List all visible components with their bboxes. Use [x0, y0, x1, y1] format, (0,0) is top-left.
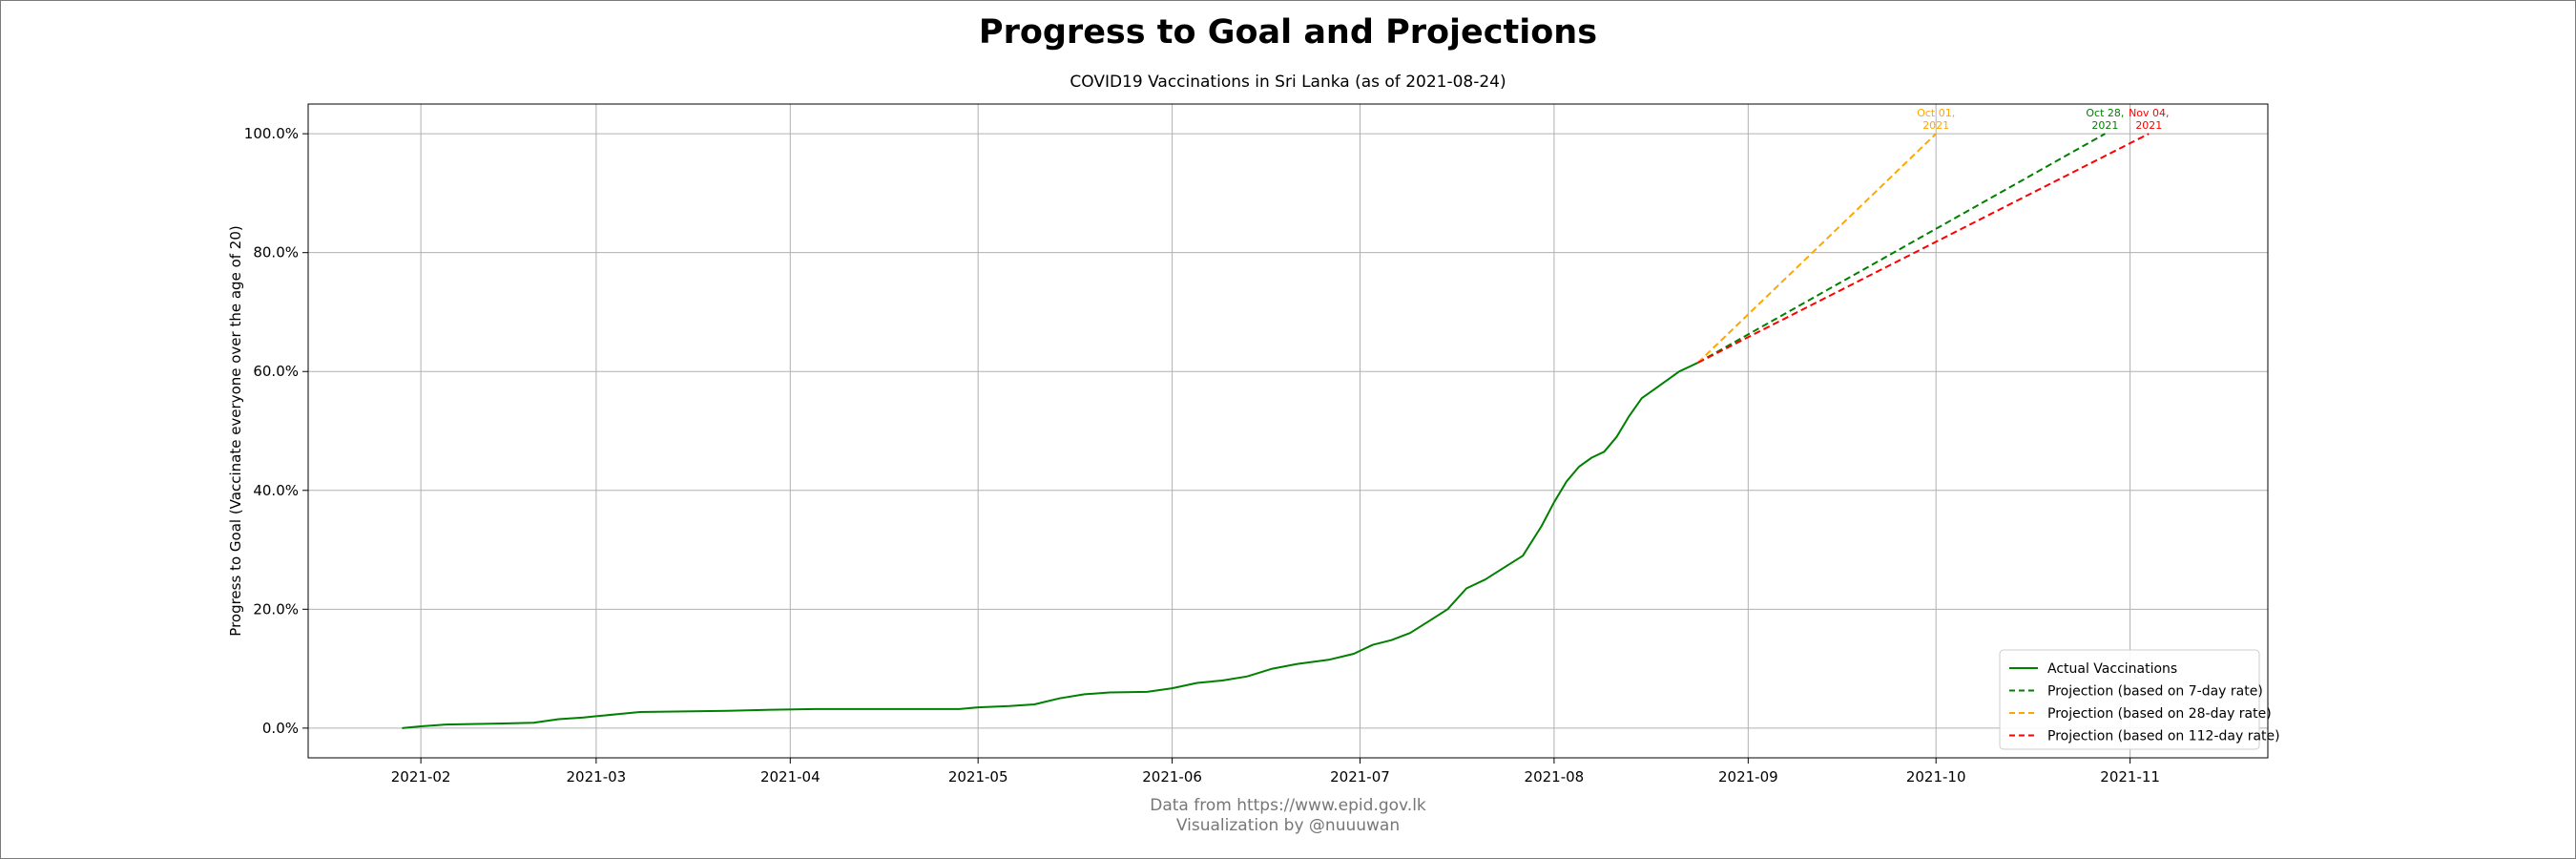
plot-frame [307, 103, 2269, 759]
legend-label: Projection (based on 28-day rate) [2047, 706, 2272, 722]
y-tick-label: 40.0% [253, 482, 299, 499]
projection-112day-line [1697, 133, 2150, 364]
legend: Actual Vaccinations Projection (based on … [1999, 649, 2280, 750]
y-tick-label: 60.0% [253, 363, 299, 380]
projection-annotations: Oct 28, 2021 Oct 01, 2021 Nov 04, 2021 [1917, 107, 2169, 132]
projection-date-annotation: Oct 01, 2021 [1917, 107, 1955, 132]
visualization-credit: Visualization by @nuuuwan [1175, 816, 1401, 835]
legend-box [1999, 649, 2260, 750]
x-tick-label: 2021-09 [1718, 768, 1778, 786]
x-tick-label: 2021-02 [391, 768, 451, 786]
x-tick-label: 2021-06 [1142, 768, 1202, 786]
legend-label: Actual Vaccinations [2047, 661, 2177, 677]
projection-date-annotation: Oct 28, 2021 [2086, 107, 2124, 132]
y-tick-label: 20.0% [253, 600, 299, 618]
legend-label: Projection (based on 7-day rate) [2047, 684, 2263, 700]
x-tick-label: 2021-05 [948, 768, 1008, 786]
series-layer [402, 133, 2150, 729]
y-tick-label: 80.0% [253, 244, 299, 262]
y-axis-label: Progress to Goal (Vaccinate everyone ove… [227, 225, 244, 636]
x-tick-label: 2021-08 [1525, 768, 1585, 786]
chart-title: Progress to Goal and Projections [978, 13, 1598, 52]
x-tick-label: 2021-10 [1906, 768, 1966, 786]
x-tick-label: 2021-03 [567, 768, 627, 786]
projection-date-annotation: Nov 04, 2021 [2129, 107, 2169, 132]
x-tick-label: 2021-11 [2100, 768, 2160, 786]
chart-subtitle: COVID19 Vaccinations in Sri Lanka (as of… [1070, 73, 1506, 92]
x-tick-label: 2021-04 [760, 768, 821, 786]
projection-7day-line [1697, 133, 2106, 364]
legend-label: Projection (based on 112-day rate) [2047, 729, 2280, 744]
grid [308, 104, 2268, 758]
actual-vaccinations-line [402, 361, 1699, 729]
y-tick-label: 0.0% [262, 720, 299, 737]
data-source-note: Data from https://www.epid.gov.lk [1150, 796, 1426, 815]
x-tick-label: 2021-07 [1330, 768, 1390, 786]
projection-28day-line [1697, 133, 1937, 364]
axes: 2021-02 2021-03 2021-04 2021-05 2021-06 2021-… [227, 103, 2269, 786]
y-tick-label: 100.0% [244, 125, 299, 142]
